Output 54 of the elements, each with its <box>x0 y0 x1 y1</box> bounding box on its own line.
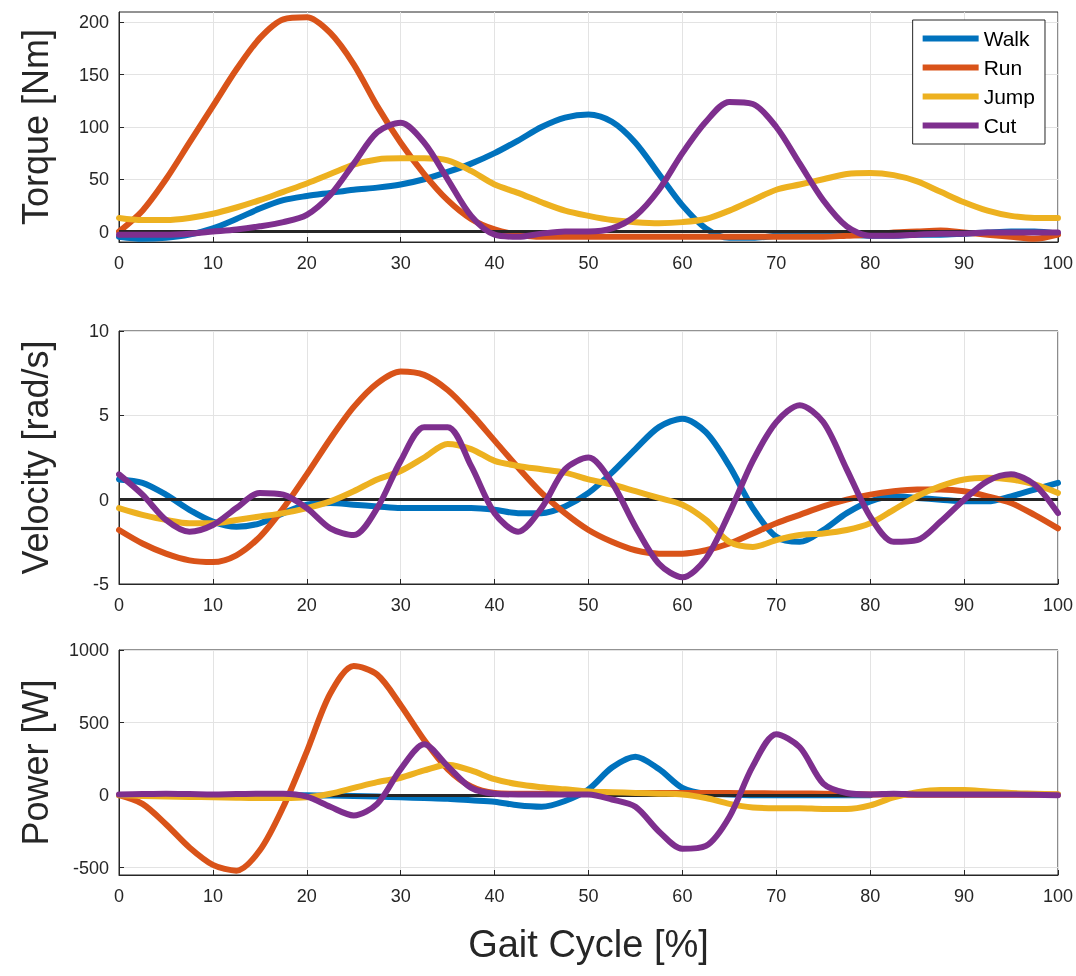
legend-label: Walk <box>983 27 1031 50</box>
x-tick-label: 40 <box>484 886 505 906</box>
x-tick-label: 10 <box>202 253 223 273</box>
x-axis-title: Gait Cycle [%] <box>468 923 709 965</box>
x-tick-label: 80 <box>860 595 881 615</box>
x-tick-label: 100 <box>1042 253 1074 273</box>
y-axis-title: Power [W] <box>14 679 56 846</box>
x-tick-label: 100 <box>1042 595 1074 615</box>
y-tick-label: 1000 <box>68 640 109 660</box>
x-tick-label: 70 <box>766 595 787 615</box>
x-tick-label: 70 <box>766 886 787 906</box>
y-tick-label: 10 <box>88 321 109 341</box>
y-tick-label: 150 <box>78 64 109 85</box>
x-tick-label: 30 <box>390 253 411 273</box>
x-tick-label: 40 <box>484 253 505 273</box>
y-tick-label: 100 <box>78 117 109 137</box>
x-tick-label: 80 <box>860 886 881 906</box>
x-tick-label: 60 <box>672 595 693 615</box>
y-tick-label: -5 <box>92 574 109 594</box>
x-tick-label: 90 <box>954 595 975 615</box>
y-tick-label: 0 <box>98 221 109 242</box>
x-tick-label: 60 <box>672 253 693 273</box>
y-axis-title: Velocity [rad/s] <box>14 340 56 575</box>
x-tick-label: 50 <box>578 595 599 615</box>
y-tick-label: 5 <box>98 405 109 426</box>
x-tick-label: 20 <box>296 253 317 273</box>
x-tick-label: 50 <box>578 886 599 906</box>
legend-label: Run <box>983 56 1023 79</box>
x-tick-label: 40 <box>484 595 505 615</box>
x-tick-label: 50 <box>578 253 599 273</box>
x-tick-label: 0 <box>113 595 125 615</box>
y-tick-label: -500 <box>72 857 109 878</box>
legend-label: Cut <box>983 114 1017 137</box>
y-tick-label: 0 <box>98 489 109 510</box>
x-tick-label: 0 <box>113 253 125 273</box>
x-tick-label: 20 <box>296 595 317 615</box>
x-tick-label: 90 <box>954 886 975 906</box>
x-tick-label: 0 <box>113 886 125 906</box>
x-tick-label: 10 <box>202 595 223 615</box>
y-axis-title: Torque [Nm] <box>14 28 56 226</box>
x-tick-label: 10 <box>202 886 223 906</box>
y-tick-label: 500 <box>78 712 109 733</box>
x-tick-label: 30 <box>390 595 411 615</box>
y-tick-label: 50 <box>88 169 109 190</box>
legend-label: Jump <box>983 85 1036 108</box>
x-tick-label: 100 <box>1042 886 1074 906</box>
x-tick-label: 80 <box>860 253 881 273</box>
x-tick-label: 20 <box>296 886 317 906</box>
x-tick-label: 70 <box>766 253 787 273</box>
x-tick-label: 90 <box>954 253 975 273</box>
x-tick-label: 30 <box>390 886 411 906</box>
y-tick-label: 200 <box>78 12 109 33</box>
x-tick-label: 60 <box>672 886 693 906</box>
y-tick-label: 0 <box>98 785 109 806</box>
